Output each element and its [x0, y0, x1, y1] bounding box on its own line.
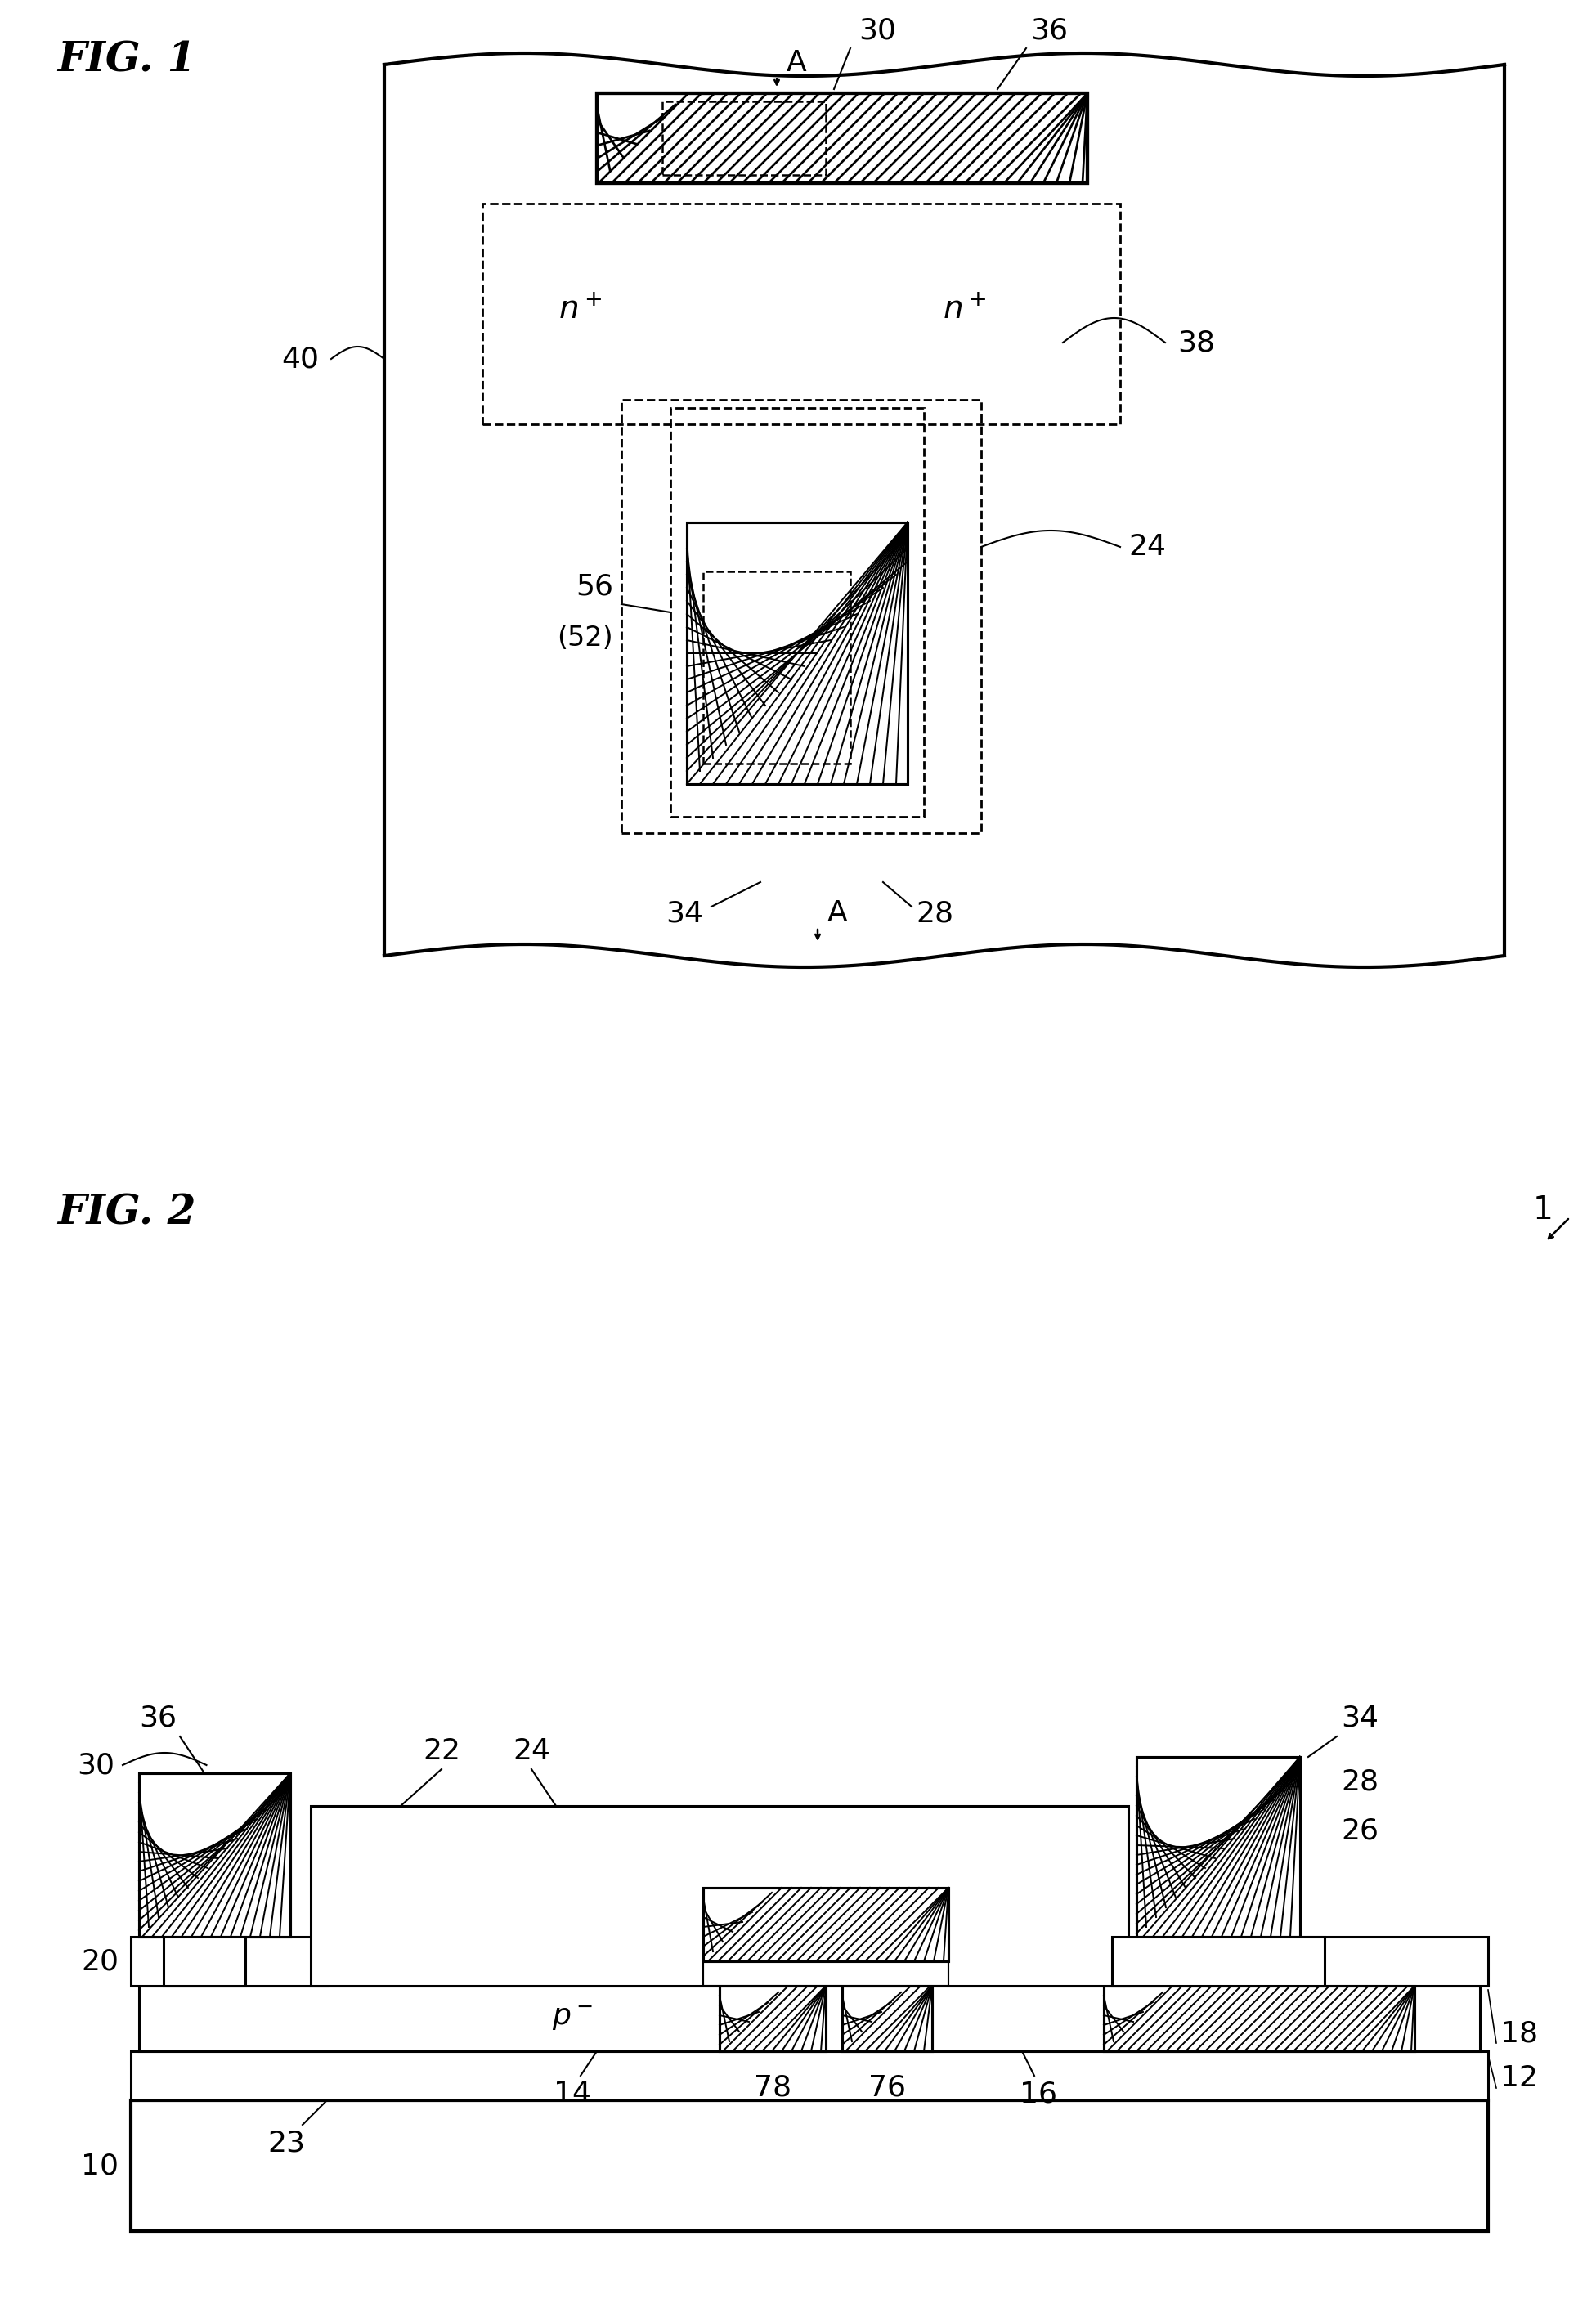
Text: $p^+$: $p^+$	[1242, 2003, 1277, 2033]
Text: $n^+$: $n^+$	[559, 295, 602, 325]
Bar	[597, 93, 1087, 183]
Text: $p^-$: $p^-$	[552, 2005, 592, 2033]
Bar	[139, 1773, 290, 1936]
Text: 18: 18	[1500, 2019, 1539, 2047]
Text: 56: 56	[576, 573, 613, 601]
Text: 14: 14	[554, 2080, 591, 2107]
Bar	[686, 522, 908, 784]
Bar	[686, 522, 908, 784]
Text: 24: 24	[1128, 534, 1167, 562]
Text: 34: 34	[666, 898, 704, 926]
Bar	[621, 399, 982, 833]
Text: 22: 22	[423, 1738, 460, 1764]
Text: 30: 30	[859, 16, 895, 44]
Text: 20: 20	[81, 1947, 118, 1975]
Text: 16: 16	[1020, 2080, 1057, 2107]
Bar	[1136, 1757, 1301, 1936]
Text: 38: 38	[1178, 330, 1215, 357]
Bar	[131, 1936, 327, 1987]
Text: 28: 28	[1341, 1769, 1379, 1796]
Text: 30: 30	[77, 1750, 115, 1778]
Bar	[843, 1987, 932, 2052]
Text: 23: 23	[268, 2128, 305, 2156]
Bar	[597, 93, 1087, 183]
Bar	[720, 1987, 825, 2052]
Bar	[163, 1936, 246, 1987]
Text: (52): (52)	[557, 624, 613, 652]
Text: 56(52): 56(52)	[777, 1831, 875, 1859]
Text: 34: 34	[1341, 1704, 1379, 1731]
Bar	[482, 204, 1120, 425]
Bar	[1136, 1757, 1301, 1936]
Text: $n^+$: $n^+$	[755, 2008, 790, 2031]
Bar	[843, 1987, 932, 2052]
Bar	[662, 102, 825, 174]
Text: 28: 28	[916, 898, 953, 926]
Text: $p^+$: $p^+$	[870, 2003, 905, 2033]
Bar	[1301, 1936, 1487, 1987]
Text: 36: 36	[1029, 16, 1068, 44]
Bar	[131, 2101, 1487, 2230]
Text: $n^+$: $n^+$	[943, 295, 986, 325]
Bar	[139, 1773, 290, 1936]
Text: A: A	[787, 49, 808, 77]
Text: 26: 26	[1341, 1817, 1379, 1845]
Bar	[311, 1806, 1128, 1987]
Text: A: A	[827, 898, 847, 926]
Text: 24: 24	[512, 1738, 551, 1764]
Bar	[670, 408, 924, 817]
Bar	[1104, 1987, 1414, 2052]
Bar	[704, 571, 851, 764]
Text: 40: 40	[281, 346, 319, 374]
Text: 1: 1	[1534, 1195, 1553, 1225]
Text: 10: 10	[81, 2152, 118, 2179]
Bar	[720, 1987, 825, 2052]
Text: FIG. 2: FIG. 2	[57, 1193, 196, 1235]
Text: 76: 76	[868, 2075, 907, 2103]
Bar	[1112, 1936, 1325, 1987]
Bar	[139, 1987, 1479, 2052]
Bar	[704, 1887, 948, 1961]
Text: 36: 36	[139, 1704, 177, 1731]
Text: FIG. 1: FIG. 1	[57, 42, 196, 81]
Text: 78: 78	[753, 2075, 792, 2103]
Bar	[704, 1961, 948, 1987]
Text: 12: 12	[1500, 2063, 1539, 2091]
Bar	[131, 2052, 1487, 2101]
Bar	[704, 1887, 948, 1961]
Bar	[1104, 1987, 1414, 2052]
